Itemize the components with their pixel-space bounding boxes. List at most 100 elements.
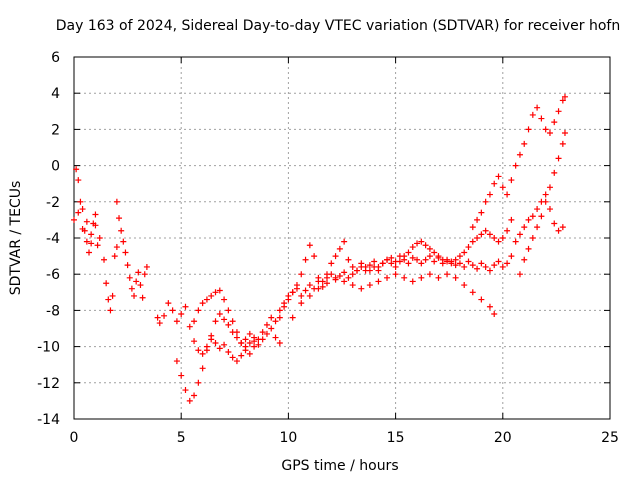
data-point: [491, 180, 498, 187]
data-point: [529, 235, 536, 241]
data-point: [559, 224, 566, 231]
data-point: [319, 278, 326, 285]
data-point: [542, 126, 549, 133]
data-point: [542, 198, 549, 205]
data-point: [319, 283, 326, 290]
data-point: [388, 260, 395, 267]
data-point: [83, 218, 90, 225]
data-point: [225, 321, 232, 328]
data-point: [409, 254, 416, 261]
data-point: [499, 235, 506, 241]
data-point: [75, 209, 82, 216]
data-point: [529, 213, 536, 220]
data-point: [182, 387, 189, 394]
data-point: [191, 318, 198, 325]
y-tick-label: 0: [51, 159, 60, 175]
data-point: [512, 238, 519, 245]
y-tick-label: -12: [37, 376, 60, 392]
data-point: [92, 211, 99, 218]
axis-ticks: [73, 56, 611, 420]
x-tick-label: 25: [601, 430, 619, 446]
data-point: [173, 318, 180, 325]
series-track-c: [113, 198, 150, 301]
data-point: [444, 258, 451, 265]
data-point: [516, 231, 523, 238]
y-tick-labels: -14 -12 -10 -8 -6 -4 -2 0 2 4 6: [37, 50, 60, 428]
data-point: [504, 227, 511, 234]
data-point: [384, 256, 391, 263]
data-point: [139, 294, 146, 301]
data-point: [276, 307, 283, 314]
data-point: [186, 397, 193, 404]
data-point: [221, 341, 228, 348]
data-point: [281, 303, 288, 310]
data-point: [358, 260, 365, 267]
data-point: [414, 240, 421, 247]
data-point: [101, 256, 108, 263]
data-point: [551, 119, 558, 126]
data-point: [86, 249, 93, 256]
data-point: [499, 184, 506, 191]
data-point: [422, 256, 429, 263]
data-point: [486, 191, 493, 198]
data-point: [534, 224, 541, 231]
data-point: [298, 300, 305, 307]
data-point: [516, 271, 523, 278]
data-point: [384, 274, 391, 281]
data-point: [122, 249, 129, 256]
data-point: [276, 339, 283, 346]
data-point: [216, 311, 223, 318]
data-point: [208, 332, 215, 339]
data-point: [465, 244, 472, 251]
x-tick-label: 20: [494, 430, 512, 446]
data-point: [212, 318, 219, 325]
data-point: [178, 372, 185, 379]
data-point: [508, 253, 515, 260]
data-point: [469, 262, 476, 269]
data-point: [354, 267, 361, 274]
data-point: [426, 253, 433, 260]
data-point: [178, 311, 185, 318]
y-axis-label: SDTVAR / TECUs: [8, 181, 24, 296]
data-point: [246, 330, 253, 337]
series-track-h: [289, 271, 498, 321]
data-point: [474, 216, 481, 223]
data-point: [534, 104, 541, 111]
data-point: [456, 253, 463, 260]
data-point: [306, 292, 313, 299]
data-point: [546, 206, 553, 213]
data-point: [203, 347, 210, 354]
data-point: [124, 262, 131, 269]
data-point: [272, 318, 279, 325]
data-point: [94, 242, 101, 249]
data-point: [456, 260, 463, 267]
data-point: [426, 271, 433, 278]
data-point: [128, 285, 135, 292]
data-point: [405, 260, 412, 267]
data-point: [559, 140, 566, 147]
data-point: [418, 260, 425, 267]
data-point: [336, 273, 343, 280]
data-point: [521, 256, 528, 263]
data-point: [195, 307, 202, 314]
data-point: [341, 269, 348, 276]
data-point: [409, 244, 416, 251]
data-point: [521, 140, 528, 147]
data-point: [392, 263, 399, 270]
data-point: [233, 334, 240, 341]
chart-title: Day 163 of 2024, Sidereal Day-to-day VTE…: [56, 18, 620, 34]
data-point: [495, 238, 502, 245]
data-point: [546, 184, 553, 191]
data-point: [362, 263, 369, 270]
data-point: [216, 345, 223, 352]
data-point: [435, 253, 442, 260]
data-point: [298, 292, 305, 299]
series-track-f: [191, 287, 283, 348]
data-point: [366, 282, 373, 289]
data-point: [371, 258, 378, 265]
data-point: [285, 296, 292, 303]
data-point: [242, 343, 249, 350]
data-point: [137, 282, 144, 289]
data-point: [71, 216, 77, 223]
data-point: [88, 240, 95, 247]
